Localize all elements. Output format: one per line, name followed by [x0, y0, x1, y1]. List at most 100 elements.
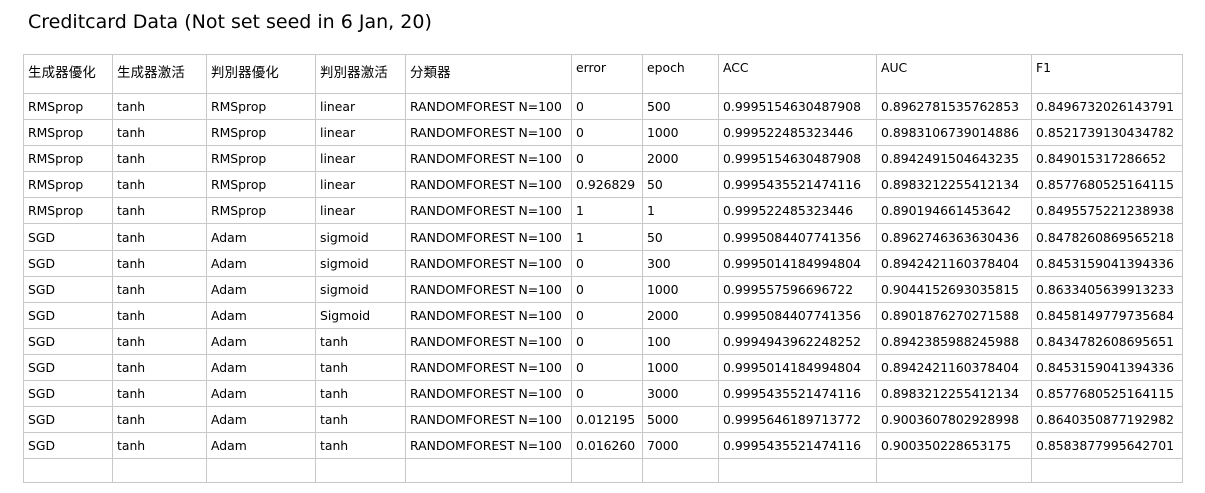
table-cell: 1000 [642, 353, 719, 382]
empty-table-cell [642, 458, 719, 484]
table-cell: tanh [112, 223, 207, 251]
table-cell: 300 [642, 249, 719, 277]
table-row: RMSprop tanh RMSprop linear RANDOMFOREST N=1… [23, 119, 1183, 147]
table-cell: 0.8983106739014886 [876, 119, 1032, 147]
table-cell: 0.9995014184994804 [718, 249, 877, 277]
table-cell: Sigmoid [315, 301, 406, 329]
table-cell: tanh [315, 406, 406, 434]
table-cell: 0.016260 [571, 432, 643, 460]
table-cell: RANDOMFOREST N=100 [405, 197, 572, 225]
table-cell: RMSprop [206, 92, 316, 121]
column-header: error [571, 54, 643, 94]
table-cell: RMSprop [206, 145, 316, 173]
column-header: AUC [876, 54, 1032, 94]
table-cell: 0.9994943962248252 [718, 327, 877, 355]
empty-table-cell [1031, 458, 1183, 484]
table-cell: SGD [23, 406, 113, 434]
empty-table-cell [315, 458, 406, 484]
table-cell: 5000 [642, 406, 719, 434]
empty-table-cell [718, 458, 877, 484]
table-cell: RMSprop [23, 119, 113, 147]
table-cell: 0.9995435521474116 [718, 380, 877, 408]
table-cell: RMSprop [206, 119, 316, 147]
table-cell: 0 [571, 119, 643, 147]
table-cell: tanh [112, 353, 207, 382]
table-cell: 0.8453159041394336 [1031, 353, 1183, 382]
table-cell: 0.8434782608695651 [1031, 327, 1183, 355]
column-header: 分類器 [405, 54, 572, 94]
empty-table-cell [405, 458, 572, 484]
table-cell: 0.999557596696722 [718, 275, 877, 303]
table-cell: tanh [315, 380, 406, 408]
column-header: epoch [642, 54, 719, 94]
table-cell: Adam [206, 327, 316, 355]
table-cell: 1 [571, 197, 643, 225]
table-cell: SGD [23, 327, 113, 355]
table-cell: tanh [112, 432, 207, 460]
column-header: 判別器優化 [206, 54, 316, 94]
table-cell: linear [315, 197, 406, 225]
table-cell: 0 [571, 145, 643, 173]
column-header: ACC [718, 54, 877, 94]
table-cell: 0.9044152693035815 [876, 275, 1032, 303]
table-row: SGD tanh Adam tanh RANDOMFOREST N=100 0.01219… [23, 406, 1183, 434]
table-cell: 0 [571, 301, 643, 329]
table-cell: RANDOMFOREST N=100 [405, 223, 572, 251]
table-header-row: 生成器優化 生成器激活 判別器優化 判別器激活 分類器 error epoch ACC AUC F… [23, 54, 1183, 94]
table-cell: RANDOMFOREST N=100 [405, 119, 572, 147]
table-cell: 0.8521739130434782 [1031, 119, 1183, 147]
table-cell: tanh [112, 380, 207, 408]
table-cell: 0.900350228653175 [876, 432, 1032, 460]
table-cell: 0.9995435521474116 [718, 432, 877, 460]
table-cell: 0.8633405639913233 [1031, 275, 1183, 303]
table-cell: 0.8577680525164115 [1031, 171, 1183, 199]
table-cell: RMSprop [206, 171, 316, 199]
table-cell: 0 [571, 92, 643, 121]
table-cell: 0.8983212255412134 [876, 380, 1032, 408]
table-cell: 0.8942491504643235 [876, 145, 1032, 173]
table-cell: 1 [642, 197, 719, 225]
table-cell: tanh [112, 406, 207, 434]
empty-table-cell [876, 458, 1032, 484]
table-cell: Adam [206, 249, 316, 277]
column-header: 判別器激活 [315, 54, 406, 94]
table-cell: 50 [642, 223, 719, 251]
table-cell: 2000 [642, 145, 719, 173]
table-cell: 0 [571, 249, 643, 277]
table-cell: tanh [112, 301, 207, 329]
table-cell: Adam [206, 380, 316, 408]
table-cell: RANDOMFOREST N=100 [405, 380, 572, 408]
table-cell: Adam [206, 223, 316, 251]
table-cell: 0.999522485323446 [718, 119, 877, 147]
table-cell: SGD [23, 249, 113, 277]
table-cell: 0.8495575221238938 [1031, 197, 1183, 225]
table-cell: 0.999522485323446 [718, 197, 877, 225]
empty-table-cell [206, 458, 316, 484]
empty-table-row [23, 458, 1183, 484]
table-cell: 7000 [642, 432, 719, 460]
table-cell: SGD [23, 432, 113, 460]
table-cell: Adam [206, 353, 316, 382]
table-cell: 0 [571, 327, 643, 355]
table-cell: sigmoid [315, 223, 406, 251]
table-cell: tanh [112, 92, 207, 121]
table-row: RMSprop tanh RMSprop linear RANDOMFOREST N=1… [23, 171, 1183, 199]
table-cell: Adam [206, 275, 316, 303]
table-cell: 0 [571, 353, 643, 382]
table-row: RMSprop tanh RMSprop linear RANDOMFOREST N=1… [23, 145, 1183, 173]
table-cell: 2000 [642, 301, 719, 329]
table-cell: 0.9995646189713772 [718, 406, 877, 434]
table-cell: 0.8942385988245988 [876, 327, 1032, 355]
table-cell: tanh [112, 197, 207, 225]
table-row: SGD tanh Adam tanh RANDOMFOREST N=100 0 100 0.9… [23, 327, 1183, 355]
table-cell: 0.8942421160378404 [876, 249, 1032, 277]
table-cell: 1000 [642, 275, 719, 303]
table-cell: RANDOMFOREST N=100 [405, 432, 572, 460]
empty-table-cell [571, 458, 643, 484]
table-cell: RANDOMFOREST N=100 [405, 92, 572, 121]
table-cell: 1000 [642, 119, 719, 147]
table-row: SGD tanh Adam sigmoid RANDOMFOREST N=100 0 300… [23, 249, 1183, 277]
table-cell: 0 [571, 275, 643, 303]
table-row: SGD tanh Adam sigmoid RANDOMFOREST N=100 1 50 0… [23, 223, 1183, 251]
table-cell: linear [315, 171, 406, 199]
